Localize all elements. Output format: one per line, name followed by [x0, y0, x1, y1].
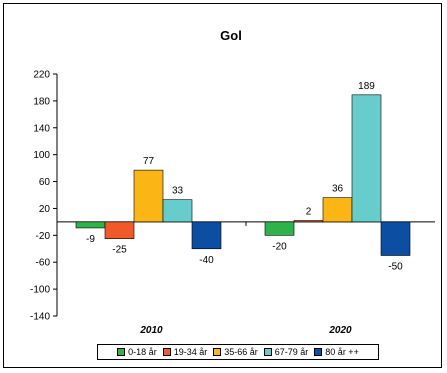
legend-item: 0-18 år: [117, 347, 157, 357]
y-tick-label: 220: [33, 70, 50, 81]
bar: [322, 197, 353, 223]
legend-label: 35-66 år: [224, 347, 258, 357]
legend-item: 19-34 år: [162, 347, 208, 357]
y-tick-label: -60: [36, 258, 51, 269]
legend-swatch: [117, 348, 126, 356]
plot-area: 220 180 140 100 60 20 -20 -60 -100 -140 -9 -25 77 33 -…: [30, 70, 435, 336]
legend-item: 80 år ++: [314, 347, 359, 357]
x-category-label: 2010: [139, 325, 163, 336]
y-tick-label: -20: [36, 231, 51, 242]
bar: [380, 221, 411, 256]
y-tick-label: -140: [30, 312, 50, 323]
x-category-label: 2020: [328, 325, 352, 336]
legend-swatch: [314, 348, 323, 356]
data-label: 33: [172, 186, 184, 197]
y-tick-label: 140: [33, 123, 50, 134]
data-label: 36: [332, 184, 344, 195]
y-tick-label: 20: [39, 204, 51, 215]
data-label: -25: [112, 245, 127, 256]
legend-label: 67-79 år: [274, 347, 309, 357]
legend-item: 35-66 år: [213, 347, 258, 357]
data-label: 2: [306, 207, 312, 218]
data-label: 77: [143, 156, 155, 167]
y-tick-label: 100: [33, 150, 50, 161]
data-label: -50: [388, 262, 403, 273]
legend-item: 67-79 år: [263, 347, 309, 357]
data-label: -20: [272, 241, 287, 252]
bar: [162, 199, 193, 223]
bar: [75, 221, 106, 229]
data-label: -9: [86, 234, 95, 245]
data-label: -40: [199, 255, 214, 266]
legend-swatch: [213, 348, 222, 356]
bar: [104, 221, 135, 239]
bar: [264, 221, 295, 236]
bar: [191, 221, 222, 250]
bar: [293, 220, 324, 223]
legend-swatch: [162, 348, 171, 356]
chart-title: Gol: [220, 28, 242, 43]
bar: [133, 169, 164, 223]
legend-label: 80 år ++: [325, 347, 359, 357]
data-label: 189: [358, 81, 375, 92]
bar: [351, 94, 382, 223]
legend-label: 19-34 år: [173, 347, 208, 357]
y-tick-label: 180: [33, 96, 50, 107]
y-tick-label: -100: [30, 285, 50, 296]
y-tick-label: 60: [39, 177, 51, 188]
legend-label: 0-18 år: [128, 347, 157, 357]
legend: 0-18 år 19-34 år 35-66 år 67-79 år 80 år ++: [97, 344, 379, 360]
legend-swatch: [263, 348, 272, 356]
